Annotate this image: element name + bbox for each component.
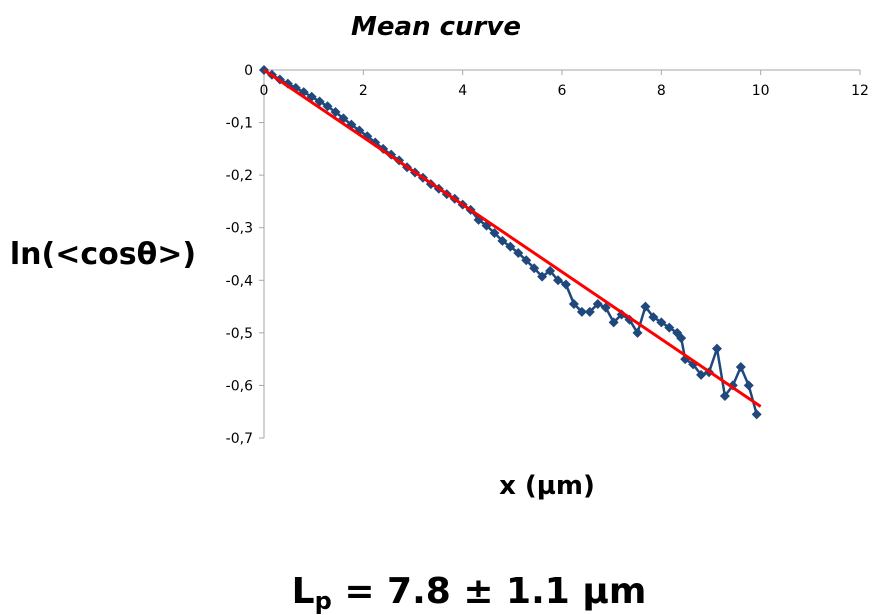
lp-subscript: p: [315, 587, 332, 615]
data-point: [648, 312, 659, 323]
lp-value: = 7.8 ± 1.1 µm: [332, 571, 647, 612]
x-tick-label: 10: [752, 83, 770, 99]
data-point: [521, 255, 532, 266]
data-point: [513, 247, 524, 258]
y-tick-label: -0,4: [226, 273, 253, 289]
y-tick-label: -0,2: [226, 168, 253, 184]
data-point: [711, 343, 722, 354]
data-point: [537, 271, 548, 282]
x-tick-label: 6: [558, 83, 567, 99]
fit-line-group: [263, 68, 762, 408]
data-point: [664, 322, 675, 333]
y-tick-label: -0,6: [226, 378, 253, 394]
data-point: [608, 317, 619, 328]
y-tick-label: 0: [244, 63, 253, 79]
y-axis-label: ln(<cosθ>): [10, 237, 196, 272]
data-point: [505, 241, 516, 252]
data-point: [497, 235, 508, 246]
x-axis-label: x (µm): [499, 471, 595, 501]
data-point: [632, 327, 643, 338]
data-point: [600, 302, 611, 313]
y-tick-label: -0,3: [226, 221, 253, 237]
data-point: [719, 390, 730, 401]
x-tick-label: 2: [359, 83, 368, 99]
data-point: [584, 306, 595, 317]
lp-symbol: L: [292, 571, 315, 612]
data-point: [529, 263, 540, 274]
data-point: [553, 275, 564, 286]
data-point: [545, 265, 556, 276]
data-point: [560, 279, 571, 290]
tick-labels: 0 2 4 6 8 10 12 0 -0,1 -0,2 -0,3 -0,4 -0,5 -0,6 -0,7: [226, 63, 869, 447]
x-tick-label: 8: [657, 83, 666, 99]
data-point: [592, 298, 603, 309]
data-point: [568, 298, 579, 309]
data-point: [696, 369, 707, 380]
y-tick-label: -0,1: [226, 116, 253, 132]
data-point: [676, 333, 687, 344]
data-point: [576, 306, 587, 317]
data-point: [322, 101, 333, 112]
x-tick-label: 4: [458, 83, 467, 99]
data-point: [330, 107, 341, 118]
x-tick-label: 12: [851, 83, 869, 99]
data-point: [735, 362, 746, 373]
y-tick-label: -0,5: [226, 326, 253, 342]
data-point: [743, 380, 754, 391]
x-tick-label: 0: [260, 83, 269, 99]
data-point: [656, 317, 667, 328]
fit-line: [263, 68, 762, 408]
data-point: [640, 301, 651, 312]
data-point: [751, 409, 762, 420]
data-point: [489, 227, 500, 238]
persistence-length-annotation: Lp = 7.8 ± 1.1 µm: [292, 571, 647, 615]
axes: [259, 69, 861, 439]
chart-title: Mean curve: [351, 12, 521, 42]
y-tick-label: -0,7: [226, 431, 253, 447]
data-point: [314, 96, 325, 107]
